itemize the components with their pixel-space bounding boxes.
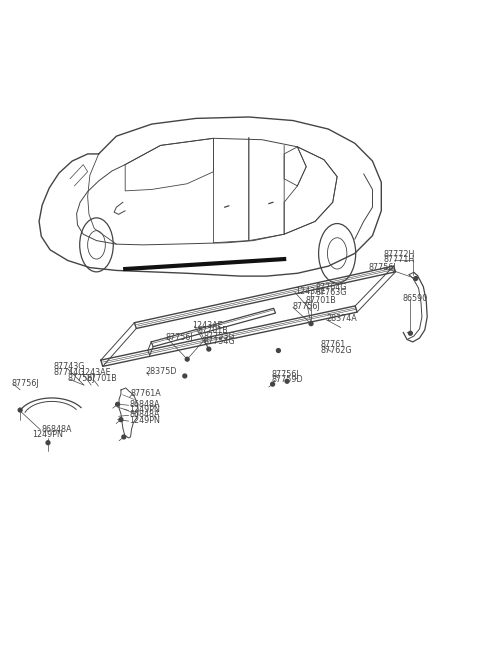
Circle shape (122, 435, 126, 439)
Circle shape (18, 408, 22, 412)
Text: 86590: 86590 (402, 294, 428, 303)
Circle shape (207, 347, 211, 351)
Text: 87764G: 87764G (316, 283, 348, 291)
Circle shape (185, 357, 189, 361)
Text: 1243AE: 1243AE (81, 368, 111, 377)
Text: 87756J: 87756J (369, 263, 396, 272)
Text: 87701B: 87701B (305, 296, 336, 305)
Circle shape (46, 441, 50, 445)
Text: 87753G: 87753G (204, 332, 235, 341)
Text: 87772H: 87772H (383, 250, 414, 259)
Circle shape (309, 322, 313, 326)
Text: 1243AE: 1243AE (295, 286, 325, 295)
Text: 87743G: 87743G (54, 362, 85, 371)
Circle shape (183, 374, 187, 378)
Text: 87761A: 87761A (131, 389, 161, 398)
Text: 87762G: 87762G (321, 346, 352, 354)
Text: 87701B: 87701B (198, 326, 228, 335)
Text: 87756J: 87756J (67, 374, 95, 383)
Text: 28374A: 28374A (326, 314, 357, 324)
Circle shape (414, 276, 418, 280)
Circle shape (119, 418, 123, 422)
Circle shape (276, 348, 280, 352)
Text: 86848A: 86848A (130, 411, 160, 419)
Text: 28375D: 28375D (145, 367, 177, 376)
Text: 87771H: 87771H (383, 255, 414, 264)
Text: 1243AE: 1243AE (192, 320, 223, 329)
Text: 87759D: 87759D (272, 375, 303, 384)
Text: 87701B: 87701B (86, 375, 117, 383)
Text: 1249PN: 1249PN (130, 416, 160, 424)
Text: 87756J: 87756J (272, 369, 300, 379)
Text: 87756J: 87756J (12, 379, 39, 388)
Text: 87761: 87761 (321, 341, 346, 349)
Text: 1249PN: 1249PN (130, 405, 160, 414)
Circle shape (408, 331, 412, 335)
Circle shape (116, 402, 120, 406)
Text: 87756J: 87756J (293, 302, 321, 311)
Text: 87756J: 87756J (165, 333, 193, 342)
Text: 87754G: 87754G (204, 337, 235, 346)
Text: 86848A: 86848A (130, 400, 160, 409)
Text: 86848A: 86848A (41, 424, 72, 434)
Text: 87763G: 87763G (316, 288, 348, 297)
Circle shape (285, 379, 289, 383)
Text: 1249PN: 1249PN (33, 430, 63, 439)
Text: 87744G: 87744G (54, 367, 85, 377)
Circle shape (271, 383, 275, 386)
